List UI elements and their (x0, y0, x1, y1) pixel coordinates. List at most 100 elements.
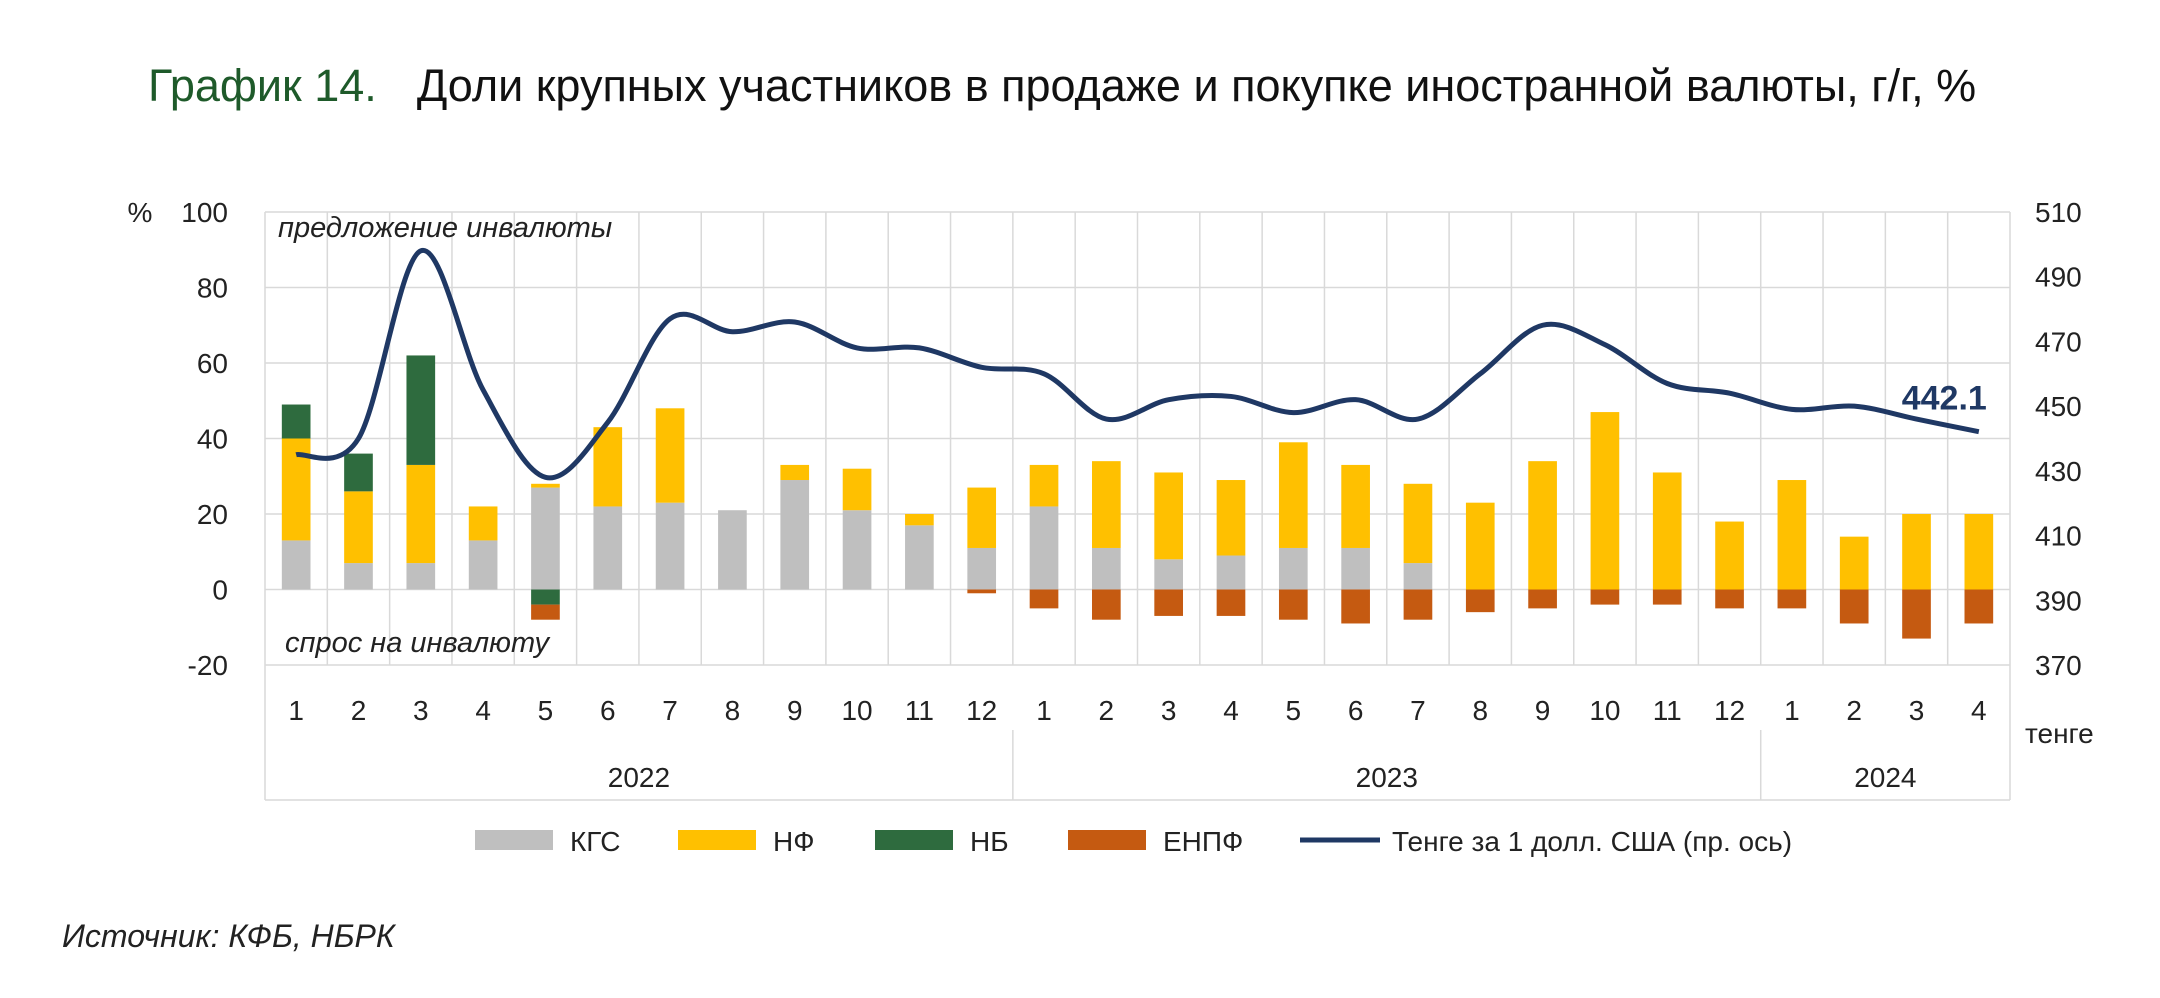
bar (905, 525, 934, 590)
bar (1403, 589, 1433, 620)
bar (1777, 480, 1807, 590)
annotation-supply: предложение инвалюты (278, 212, 612, 244)
bars (281, 355, 1994, 639)
bar (780, 480, 810, 590)
right-tick-label: 410 (2035, 521, 2082, 552)
legend-label: Тенге за 1 долл. США (пр. ось) (1392, 826, 1792, 857)
legend-label: ЕНПФ (1163, 826, 1243, 857)
x-tick-label: 9 (787, 695, 803, 726)
bar (1341, 547, 1370, 590)
right-tick-label: 490 (2035, 262, 2082, 293)
right-tick-label: 430 (2035, 456, 2082, 487)
bar (1465, 589, 1495, 613)
bar (531, 589, 560, 605)
year-label: 2022 (608, 762, 670, 793)
left-tick-label: 0 (212, 575, 228, 606)
bar (344, 453, 373, 492)
bar (1092, 461, 1121, 548)
left-tick-label: 20 (197, 499, 228, 530)
bar (1964, 589, 1994, 624)
bar (1341, 464, 1370, 548)
left-axis-unit: % (128, 197, 153, 228)
line-series: 442.1 (295, 248, 1987, 481)
bar (468, 540, 498, 590)
bar (967, 589, 997, 594)
bar (406, 464, 436, 564)
bar (967, 487, 997, 548)
x-tick-label: 2 (1099, 695, 1115, 726)
bar (1216, 589, 1246, 616)
bar (468, 506, 498, 541)
bar (1029, 589, 1059, 609)
legend-swatch (678, 830, 756, 850)
x-tick-label: 3 (1909, 695, 1925, 726)
x-tick-label: 4 (1223, 695, 1239, 726)
source-note: Источник: КФБ, НБРК (62, 918, 395, 954)
x-tick-label: 4 (1971, 695, 1987, 726)
legend: КГС НФ НБ ЕНПФ Тенге за 1 долл. США (пр. ось… (475, 826, 1792, 857)
x-tick-label: 1 (1036, 695, 1052, 726)
chart-title-text: Доли крупных участников в продаже и поку… (416, 60, 1977, 111)
annotation-demand: спрос на инвалюту (285, 627, 550, 659)
x-tick-label: 10 (1589, 695, 1620, 726)
bar (967, 547, 997, 590)
chart-title: График 14. Доли крупных участников в прод… (148, 60, 1976, 112)
bar (655, 502, 685, 590)
x-tick-label: 2 (351, 695, 367, 726)
bar (1154, 589, 1183, 616)
x-tick-label: 5 (1286, 695, 1302, 726)
bar (1590, 412, 1620, 590)
x-tick-label: 3 (413, 695, 429, 726)
bar (1777, 589, 1807, 609)
right-tick-label: 450 (2035, 391, 2082, 422)
right-tick-label: 390 (2035, 585, 2082, 616)
x-tick-label: 12 (1714, 695, 1745, 726)
right-tick-label: 470 (2035, 326, 2082, 357)
x-tick-label: 5 (538, 695, 554, 726)
grid (264, 211, 2011, 666)
bar (1278, 589, 1308, 620)
bar (1154, 559, 1183, 590)
bar (344, 563, 373, 590)
bar (531, 483, 560, 488)
bar (1278, 442, 1308, 548)
x-tick-label: 1 (1784, 695, 1800, 726)
x-tick-label: 11 (905, 695, 934, 726)
left-tick-label: -20 (188, 650, 228, 681)
bar (1403, 483, 1433, 564)
bar (1216, 555, 1246, 590)
bar (1092, 589, 1121, 620)
x-tick-label: 12 (966, 695, 997, 726)
year-label: 2024 (1854, 762, 1916, 793)
x-tick-label: 1 (288, 695, 304, 726)
x-tick-label: 6 (600, 695, 616, 726)
bar (1154, 472, 1183, 560)
bar (1902, 514, 1931, 590)
bar (1652, 589, 1682, 605)
bar (1590, 589, 1620, 605)
x-tick-label: 4 (475, 695, 491, 726)
exchange-rate-line (295, 248, 1980, 481)
bar (531, 604, 560, 620)
right-tick-label: 370 (2035, 650, 2082, 681)
x-tick-label: 11 (1653, 695, 1682, 726)
x-tick-label: 8 (725, 695, 741, 726)
bar (842, 468, 872, 511)
x-tick-label: 10 (841, 695, 872, 726)
left-tick-label: 80 (197, 273, 228, 304)
bar (905, 514, 934, 526)
legend-swatch (875, 830, 953, 850)
bar (1528, 461, 1557, 590)
x-tick-label: 7 (1410, 695, 1426, 726)
last-value-label: 442.1 (1902, 380, 1987, 418)
legend-label: НБ (970, 826, 1009, 857)
bar (1092, 547, 1121, 590)
x-tick-label: 8 (1472, 695, 1488, 726)
bar (1029, 464, 1059, 507)
legend-swatch (475, 830, 553, 850)
bar (593, 427, 623, 507)
bar (1528, 589, 1557, 609)
x-tick-label: 3 (1161, 695, 1177, 726)
legend-swatch (1068, 830, 1146, 850)
